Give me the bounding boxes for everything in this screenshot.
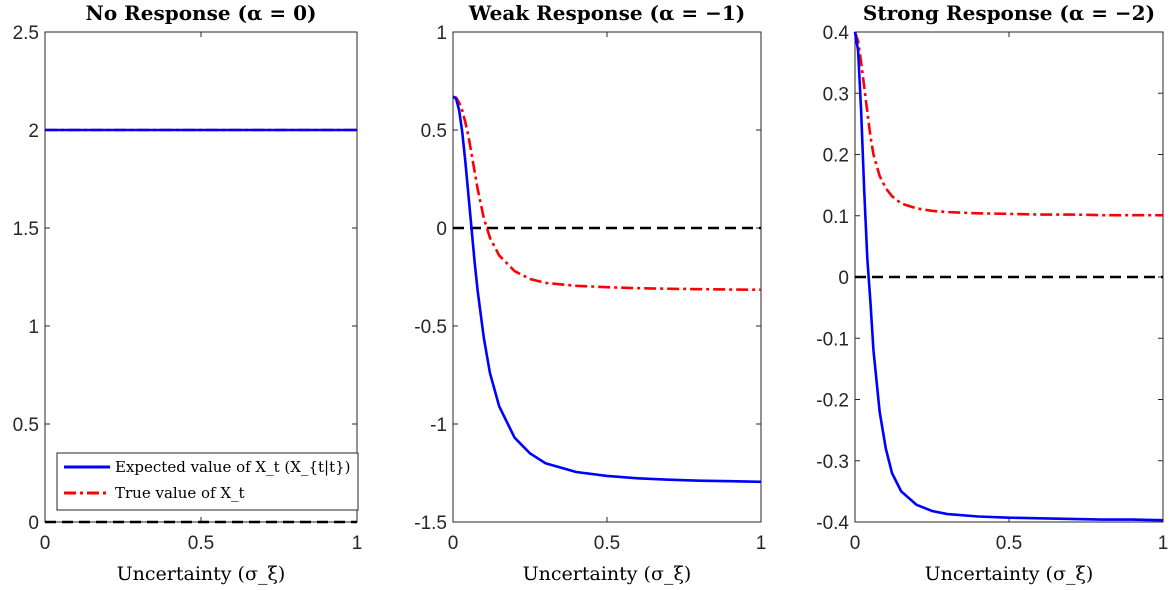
panel-weak-response: Weak Response (α = −1) 0 0.5 1-1.5-1-0.500…	[414, 1, 766, 585]
y-tick-label: -1	[430, 415, 447, 436]
x-axis-label-no-response: Uncertainty (σ_ξ)	[117, 563, 286, 585]
x-axis-label-strong-response: Uncertainty (σ_ξ)	[925, 563, 1094, 585]
series-line-true-value-of-x-t	[853, 31, 1163, 217]
x-tick-label: 0.5	[996, 533, 1022, 554]
panel-title-weak-response: Weak Response (α = −1)	[468, 1, 745, 25]
y-tick-label: 2	[28, 121, 39, 142]
legend: Expected value of X_t (X_{t|t}) True val…	[56, 452, 359, 511]
series-line-expected-value-of-x-t-x-t-t	[452, 95, 762, 484]
legend-label-true: True value of X_t	[115, 484, 245, 502]
panel-title-no-response: No Response (α = 0)	[86, 1, 317, 25]
x-axis-label-weak-response: Uncertainty (σ_ξ)	[523, 563, 692, 585]
legend-box	[56, 452, 359, 511]
y-tick-label: -0.5	[414, 317, 447, 338]
y-tick-label: 1	[28, 317, 39, 338]
y-tick-label: 0	[838, 268, 849, 289]
y-tick-label: 1.5	[13, 219, 39, 240]
y-tick-label: 0.4	[823, 23, 850, 44]
y-tick-label: 1	[436, 23, 447, 44]
y-tick-label: 0	[436, 219, 447, 240]
panel-no-response: No Response (α = 0) 0 0.5 1 0 0.5 1 1.5 2 2.5 Un…	[13, 1, 363, 585]
y-tick-label: 0.1	[823, 207, 849, 228]
y-tick-label: 0.5	[421, 121, 447, 142]
legend-label-expected: Expected value of X_t (X_{t|t})	[115, 458, 351, 476]
x-tick-label: 1	[1158, 533, 1169, 554]
axes-box	[44, 31, 358, 523]
y-tick-label: -0.3	[816, 452, 849, 473]
y-tick-label: -0.1	[816, 329, 849, 350]
axes-box	[452, 31, 762, 523]
x-tick-label: 0	[448, 533, 459, 554]
y-tick-label: 0.5	[13, 415, 39, 436]
y-tick-label: 2.5	[13, 23, 39, 44]
panel-strong-response: Strong Response (α = −2) 0 0.5 1 -0.4 -0.3 -0…	[816, 1, 1168, 585]
y-tick-label: 0.3	[823, 84, 849, 105]
panel-title-strong-response: Strong Response (α = −2)	[863, 1, 1155, 25]
y-tick-label: -0.4	[816, 513, 849, 534]
plot-area-strong-response: 0 0.5 1 -0.4 -0.3 -0.2 -0.1 0 0.1 0.2 0.3 0.4	[816, 23, 1168, 554]
x-tick-label: 1	[352, 533, 363, 554]
series-line-true-value-of-x-t	[452, 95, 762, 292]
y-tick-label: 0.2	[823, 146, 849, 167]
series-line-expected-value-of-x-t-x-t-t	[853, 31, 1164, 522]
x-tick-label: 1	[756, 533, 767, 554]
x-tick-label: 0.5	[188, 533, 214, 554]
y-tick-label: -1.5	[414, 513, 447, 534]
plot-area-weak-response: 0 0.5 1 -1.5 -1 -0.5 0 0.5 1	[414, 23, 766, 554]
x-tick-label: 0.5	[594, 533, 620, 554]
x-tick-label: 0	[40, 533, 51, 554]
y-tick-label: 0	[28, 513, 39, 534]
x-tick-label: 0	[850, 533, 861, 554]
plot-area-no-response: 0 0.5 1 0 0.5 1 1.5 2 2.5	[13, 23, 363, 554]
y-tick-label: -0.2	[816, 391, 849, 412]
